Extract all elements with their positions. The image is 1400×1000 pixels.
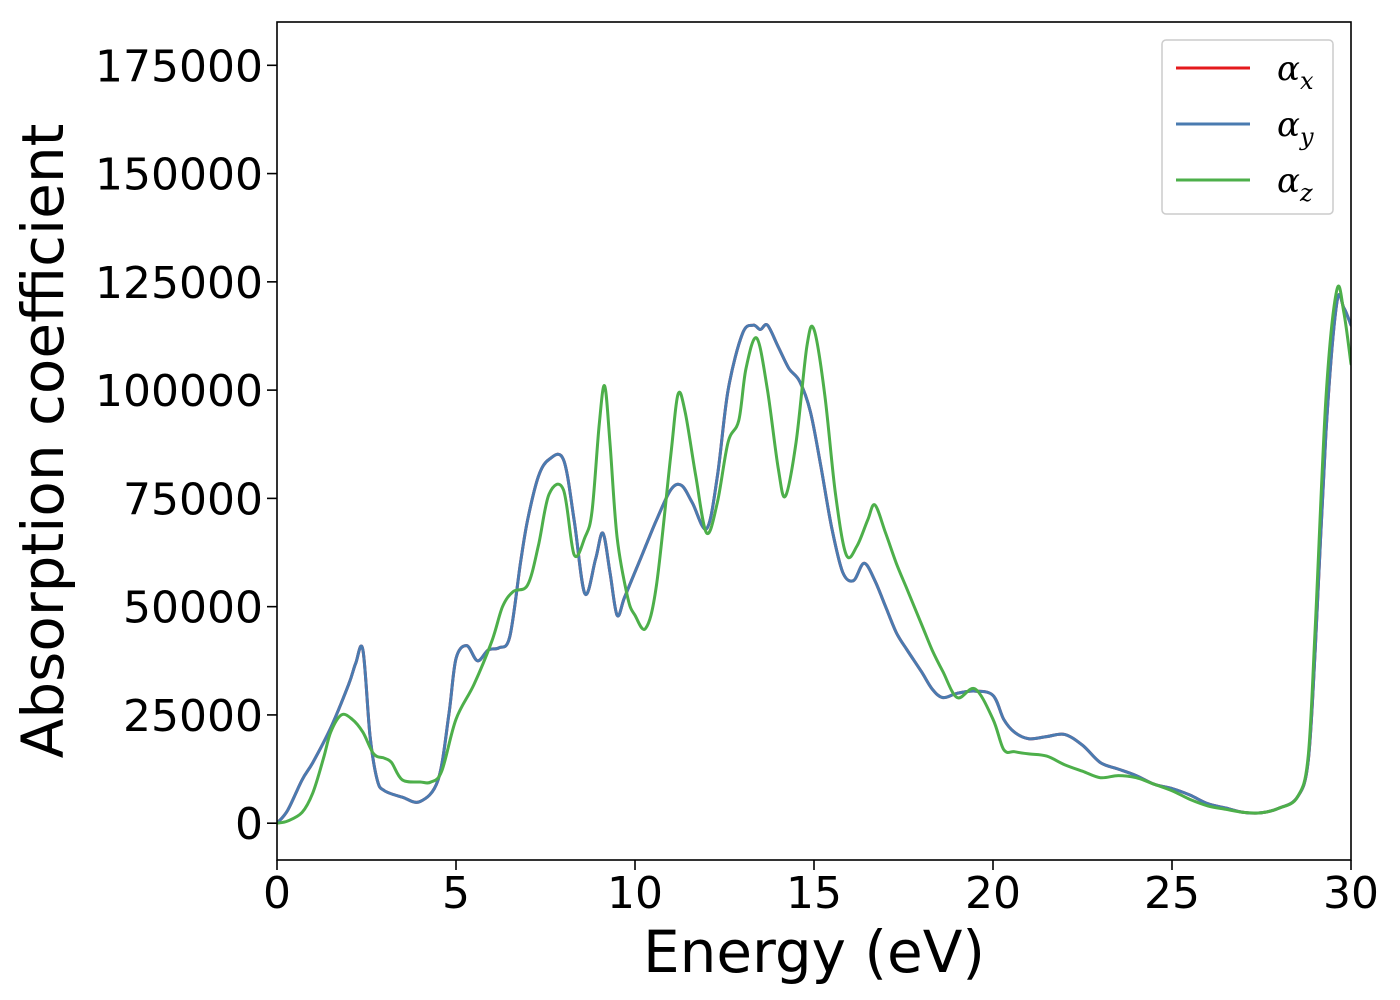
series-line-z [277,284,1351,825]
legend-subscript: y [1299,123,1314,151]
x-axis-ticks: 0 5 10 15 20 25 30 [263,860,1379,919]
x-tick-label: 20 [965,868,1021,919]
y-tick-label: 0 [235,799,263,850]
x-tick-label: 25 [1144,868,1200,919]
y-axis-title: Absorption coefficient [9,124,77,759]
legend-box [1161,39,1334,215]
legend-subscript: z [1299,179,1313,207]
y-tick-label: 100000 [95,366,263,417]
legend-subscript: x [1300,67,1314,95]
y-tick-label: 25000 [123,691,263,742]
x-axis-title: Energy (eV) [643,918,985,986]
y-tick-label: 75000 [123,474,263,525]
x-tick-label: 0 [263,868,291,919]
x-tick-label: 30 [1323,868,1379,919]
y-tick-label: 150000 [95,150,263,201]
series-layer [277,284,1351,825]
x-tick-label: 5 [442,868,470,919]
y-tick-label: 50000 [123,583,263,634]
y-tick-label: 175000 [95,41,263,92]
y-axis-ticks: 0 25000 50000 75000 100000 125000 150000 175000 [95,41,277,850]
x-tick-label: 15 [786,868,842,919]
x-tick-label: 10 [607,868,663,919]
y-tick-label: 125000 [95,258,263,309]
